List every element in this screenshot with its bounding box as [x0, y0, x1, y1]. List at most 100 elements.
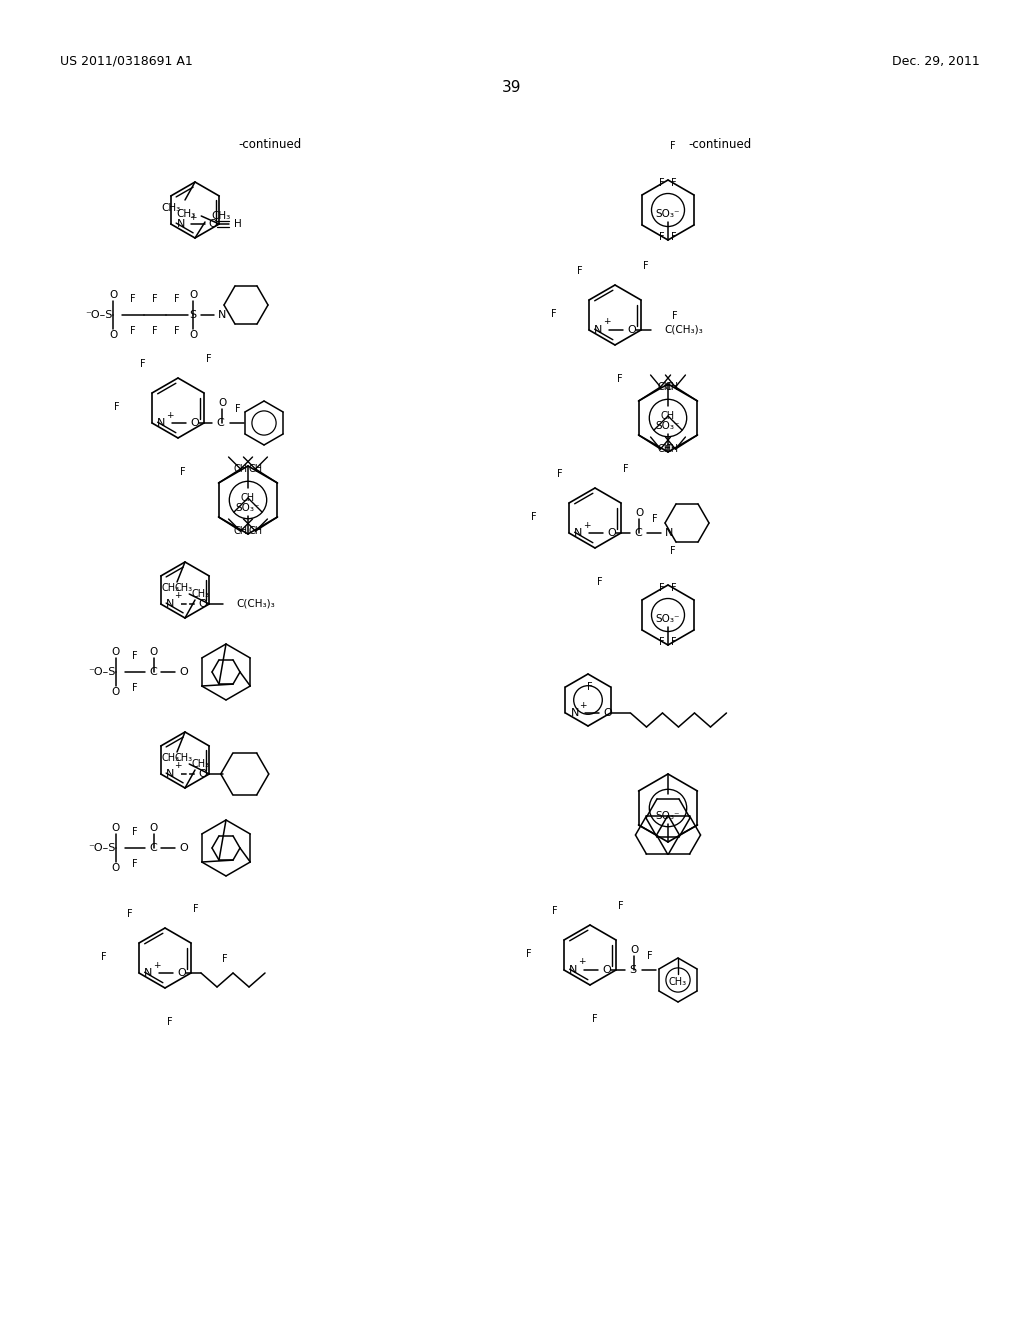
Text: CH₃: CH₃ [191, 589, 210, 599]
Text: F: F [652, 513, 657, 524]
Text: SO₃⁻: SO₃⁻ [655, 421, 680, 432]
Text: N: N [166, 599, 174, 609]
Text: F: F [647, 950, 652, 961]
Text: C(CH₃)₃: C(CH₃)₃ [664, 325, 702, 335]
Text: O: O [112, 863, 120, 873]
Text: CH₃: CH₃ [669, 977, 687, 987]
Text: O: O [199, 599, 208, 609]
Text: O: O [603, 708, 612, 718]
Text: C(CH₃)₃: C(CH₃)₃ [237, 599, 275, 609]
Text: CH₃: CH₃ [191, 759, 210, 770]
Text: O: O [188, 290, 198, 300]
Text: F: F [670, 546, 676, 556]
Text: O: O [179, 667, 187, 677]
Text: O: O [627, 325, 636, 335]
Text: CH: CH [241, 492, 255, 503]
Text: CH: CH [233, 465, 248, 474]
Text: F: F [659, 638, 665, 647]
Text: F: F [587, 682, 593, 692]
Text: C: C [634, 528, 642, 539]
Text: F: F [236, 404, 241, 414]
Text: ⁻O–S: ⁻O–S [85, 310, 113, 319]
Text: O: O [179, 843, 187, 853]
Text: O: O [209, 219, 217, 228]
Text: F: F [132, 859, 138, 869]
Text: F: F [659, 232, 665, 242]
Text: ⁻O–S: ⁻O–S [88, 843, 116, 853]
Text: -continued: -continued [239, 139, 302, 152]
Text: SO₃⁻: SO₃⁻ [655, 209, 680, 219]
Text: O: O [190, 418, 199, 428]
Text: F: F [670, 141, 676, 150]
Text: N: N [157, 418, 166, 428]
Text: F: F [592, 1014, 598, 1024]
Text: +: + [579, 701, 586, 710]
Text: F: F [132, 682, 138, 693]
Text: N: N [570, 708, 579, 718]
Text: F: F [671, 638, 677, 647]
Text: +: + [188, 213, 197, 222]
Text: CH: CH [249, 465, 262, 474]
Text: SO₃⁻: SO₃⁻ [655, 810, 680, 821]
Text: 39: 39 [502, 81, 522, 95]
Text: F: F [115, 403, 120, 412]
Text: SO₃⁻: SO₃⁻ [655, 614, 680, 624]
Text: F: F [578, 267, 583, 276]
Text: H: H [233, 219, 242, 228]
Text: F: F [526, 949, 531, 960]
Text: +: + [603, 318, 610, 326]
Text: -continued: -continued [688, 139, 752, 152]
Text: CH₃: CH₃ [162, 203, 181, 213]
Text: F: F [671, 232, 677, 242]
Text: F: F [130, 294, 136, 304]
Text: CH₃: CH₃ [176, 209, 196, 219]
Text: CH₃: CH₃ [162, 583, 180, 593]
Text: F: F [194, 904, 199, 913]
Text: CH₃: CH₃ [162, 752, 180, 763]
Text: N: N [218, 310, 226, 319]
Text: O: O [112, 686, 120, 697]
Text: CH: CH [660, 411, 675, 421]
Text: F: F [552, 906, 558, 916]
Text: F: F [618, 902, 624, 911]
Text: F: F [130, 326, 136, 337]
Text: C: C [216, 418, 224, 428]
Text: F: F [531, 512, 537, 521]
Text: F: F [127, 909, 133, 919]
Text: US 2011/0318691 A1: US 2011/0318691 A1 [60, 55, 193, 69]
Text: CH: CH [249, 525, 262, 536]
Text: F: F [180, 467, 185, 477]
Text: F: F [153, 326, 158, 337]
Text: +: + [154, 961, 161, 969]
Text: ⁻O–S: ⁻O–S [88, 667, 116, 677]
Text: O: O [109, 330, 117, 341]
Text: O: O [602, 965, 610, 975]
Text: F: F [174, 326, 180, 337]
Text: N: N [144, 968, 153, 978]
Text: S: S [189, 310, 197, 319]
Text: O: O [109, 290, 117, 300]
Text: F: F [551, 309, 557, 319]
Text: F: F [671, 583, 677, 593]
Text: +: + [579, 957, 586, 966]
Text: F: F [659, 178, 665, 187]
Text: F: F [557, 469, 563, 479]
Text: F: F [671, 178, 677, 187]
Text: F: F [659, 583, 665, 593]
Text: CH: CH [233, 525, 248, 536]
Text: O: O [607, 528, 615, 539]
Text: N: N [177, 219, 185, 228]
Text: CH₃: CH₃ [211, 211, 230, 220]
Text: F: F [597, 577, 603, 587]
Text: SO₃⁻: SO₃⁻ [236, 503, 260, 513]
Text: F: F [167, 1016, 173, 1027]
Text: CH: CH [657, 444, 672, 454]
Text: F: F [643, 261, 649, 271]
Text: F: F [132, 651, 138, 661]
Text: C: C [150, 667, 157, 677]
Text: S: S [629, 965, 636, 975]
Text: N: N [574, 528, 583, 539]
Text: N: N [569, 965, 578, 975]
Text: O: O [150, 647, 158, 657]
Text: O: O [150, 822, 158, 833]
